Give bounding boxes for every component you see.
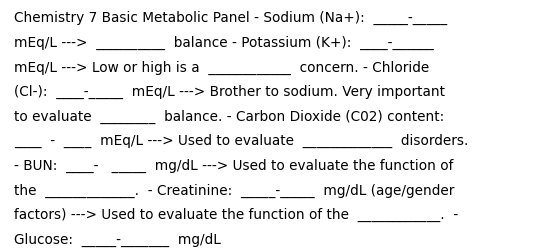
Text: (Cl-):  ____-_____  mEq/L ---> Brother to sodium. Very important: (Cl-): ____-_____ mEq/L ---> Brother to … xyxy=(14,85,445,99)
Text: ____  -  ____  mEq/L ---> Used to evaluate  _____________  disorders.: ____ - ____ mEq/L ---> Used to evaluate … xyxy=(14,134,468,148)
Text: Glucose:  _____-_______  mg/dL: Glucose: _____-_______ mg/dL xyxy=(14,232,221,246)
Text: to evaluate  ________  balance. - Carbon Dioxide (C02) content:: to evaluate ________ balance. - Carbon D… xyxy=(14,109,444,123)
Text: Chemistry 7 Basic Metabolic Panel - Sodium (Na+):  _____-_____: Chemistry 7 Basic Metabolic Panel - Sodi… xyxy=(14,11,447,25)
Text: mEq/L ---> Low or high is a  ____________  concern. - Chloride: mEq/L ---> Low or high is a ____________… xyxy=(14,60,429,74)
Text: - BUN:  ____-   _____  mg/dL ---> Used to evaluate the function of: - BUN: ____- _____ mg/dL ---> Used to ev… xyxy=(14,158,453,172)
Text: factors) ---> Used to evaluate the function of the  ____________.  -: factors) ---> Used to evaluate the funct… xyxy=(14,207,458,221)
Text: the  _____________.  - Creatinine:  _____-_____  mg/dL (age/gender: the _____________. - Creatinine: _____-_… xyxy=(14,183,454,197)
Text: mEq/L --->  __________  balance - Potassium (K+):  ____-______: mEq/L ---> __________ balance - Potassiu… xyxy=(14,36,434,50)
